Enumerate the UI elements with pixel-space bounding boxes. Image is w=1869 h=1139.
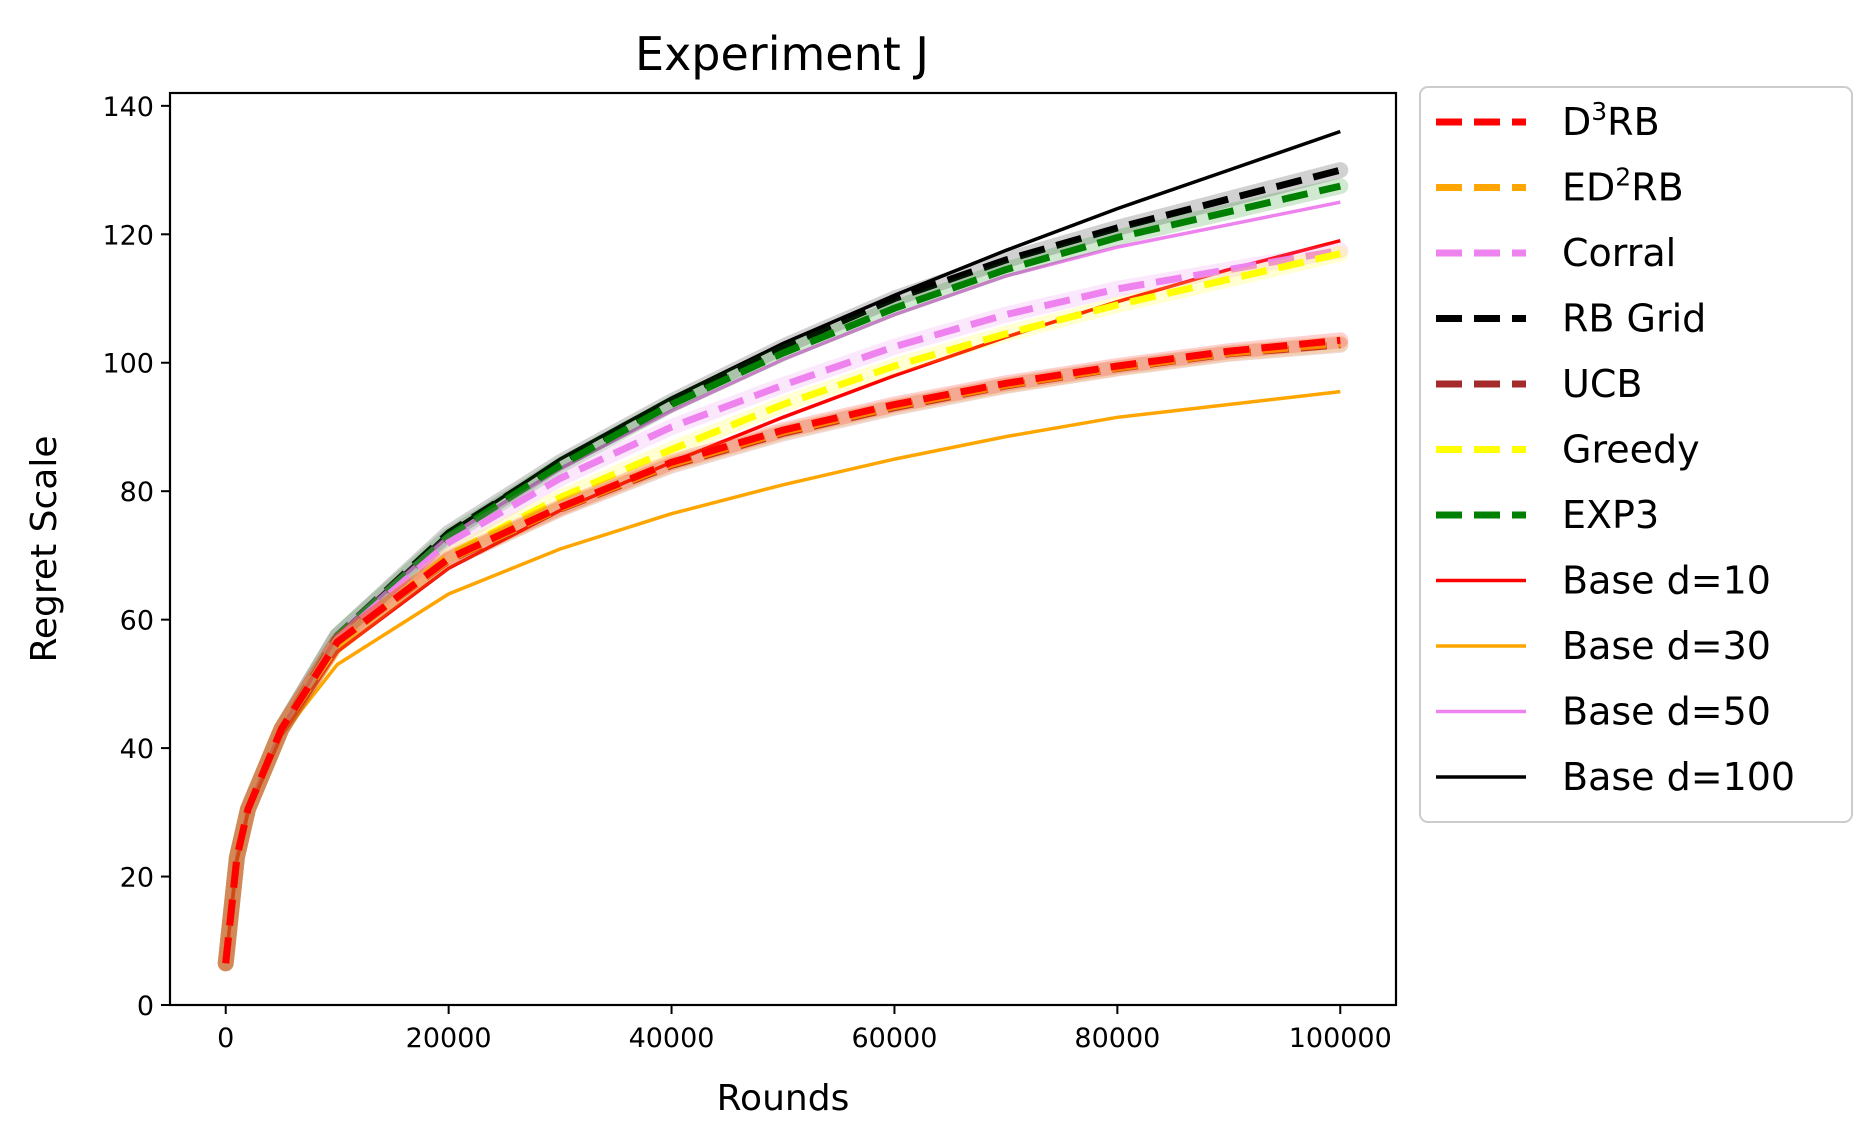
legend-label-main: Base d=30 <box>1562 624 1771 668</box>
x-tick-label: 20000 <box>406 1023 492 1054</box>
legend-label-suffix: RB <box>1631 166 1683 210</box>
y-tick-label: 60 <box>120 606 154 637</box>
legend-label-suffix: RB <box>1607 100 1659 144</box>
legend-label-ucb: UCB <box>1562 362 1642 406</box>
plot-frame <box>168 91 1398 1007</box>
legend-label-base-d-30: Base d=30 <box>1562 624 1771 668</box>
legend-label-superscript: 2 <box>1615 163 1631 192</box>
legend-label-main: Corral <box>1562 231 1676 275</box>
x-axis: 0 20000 40000 60000 80000 100000 <box>217 1005 1392 1054</box>
legend-label-d3rb: D3RB <box>1562 97 1660 144</box>
x-tick-label: 0 <box>217 1023 234 1054</box>
legend-label-main: D <box>1562 100 1591 144</box>
legend-label-main: RB Grid <box>1562 297 1706 341</box>
legend-label-main: UCB <box>1562 362 1642 406</box>
chart-title: Experiment J <box>635 27 929 81</box>
legend-label-main: Greedy <box>1562 428 1700 472</box>
legend-label-main: ED <box>1562 166 1615 210</box>
x-tick-label: 80000 <box>1074 1023 1160 1054</box>
y-tick-label: 20 <box>120 863 154 894</box>
x-tick-label: 60000 <box>852 1023 938 1054</box>
legend-label-rb-grid: RB Grid <box>1562 297 1706 341</box>
plot-area <box>217 129 1349 972</box>
legend-label-greedy: Greedy <box>1562 428 1700 472</box>
series-line-base-d-100 <box>223 129 1341 964</box>
y-tick-label: 100 <box>102 349 154 380</box>
legend-label-base-d-50: Base d=50 <box>1562 690 1771 734</box>
legend-label-base-d-10: Base d=10 <box>1562 559 1771 603</box>
x-tick-label: 100000 <box>1289 1023 1392 1054</box>
legend-label-main: EXP3 <box>1562 493 1659 537</box>
y-tick-label: 120 <box>102 220 154 251</box>
y-tick-label: 40 <box>120 734 154 765</box>
legend-label-main: Base d=100 <box>1562 755 1795 799</box>
x-tick-label: 40000 <box>629 1023 715 1054</box>
x-axis-label: Rounds <box>717 1078 850 1119</box>
y-axis: 0 20 40 60 80 100 120 140 <box>102 92 170 1022</box>
legend-label-exp3: EXP3 <box>1562 493 1659 537</box>
y-axis-label: Regret Scale <box>24 436 65 663</box>
legend-label-base-d-100: Base d=100 <box>1562 755 1795 799</box>
y-tick-label: 140 <box>102 92 154 123</box>
legend-frame <box>1419 86 1853 823</box>
series-line-d3rb <box>222 336 1341 964</box>
series-line-base-d-30 <box>223 389 1341 964</box>
y-tick-label: 80 <box>120 477 154 508</box>
y-tick-label: 0 <box>137 991 154 1022</box>
legend-label-main: Base d=10 <box>1562 559 1771 603</box>
legend-label-corral: Corral <box>1562 231 1676 275</box>
legend-label-main: Base d=50 <box>1562 690 1771 734</box>
legend-label-superscript: 3 <box>1591 97 1607 126</box>
legend-label-ed2rb: ED2RB <box>1562 163 1684 210</box>
